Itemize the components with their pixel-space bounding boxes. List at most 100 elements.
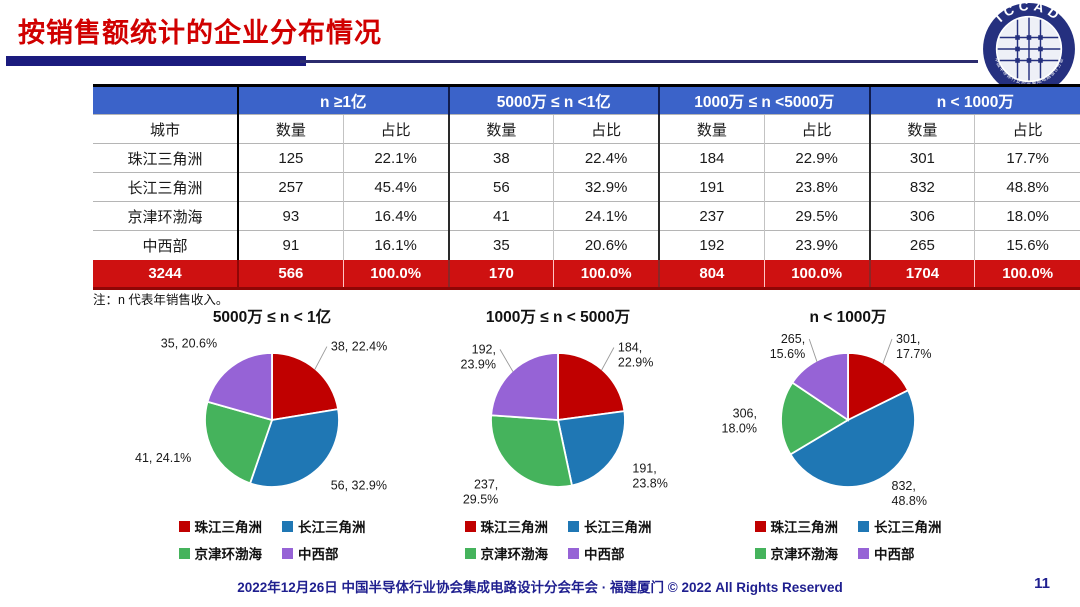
table-group-header-row: n ≥1亿 5000万 ≤ n <1亿 1000万 ≤ n <5000万 n <… [93,85,1080,115]
share-cell: 15.6% [974,230,1080,260]
total-count-cell: 170 [447,259,554,290]
label-leader-line [882,338,893,365]
sales-distribution-table: n ≥1亿 5000万 ≤ n <1亿 1000万 ≤ n <5000万 n <… [93,84,1080,290]
total-share-cell: 100.0% [342,259,449,290]
legend-swatch-icon [464,547,476,559]
title-divider-line [300,60,978,63]
count-cell: 301 [868,143,975,173]
pie-data-label: 38, 22.4% [331,340,387,354]
legend-item: 长江三角洲 [858,516,942,536]
pie-data-label: 832, 48.8% [892,479,927,508]
count-cell: 832 [868,172,975,202]
count-cell: 184 [657,143,765,173]
count-cell: 41 [447,201,554,231]
share-cell: 29.5% [763,201,870,231]
count-cell: 237 [657,201,765,231]
legend-item: 长江三角洲 [282,516,366,536]
label-leader-line [314,346,328,370]
legend-swatch-icon [754,547,766,559]
city-cell: 长江三角洲 [93,172,239,202]
share-cell: 22.1% [342,143,449,173]
pie-data-label: 56, 32.9% [331,479,387,493]
count-cell: 56 [447,172,554,202]
share-cell: 48.8% [974,172,1080,202]
legend-swatch-icon [178,547,190,559]
total-share-cell: 100.0% [974,259,1080,290]
total-city-cell: 3244 [93,259,239,290]
legend-swatch-icon [464,520,476,532]
footer-credit: 2022年12月26日 中国半导体行业协会集成电路设计分会年会 · 福建厦门 ©… [237,580,843,595]
legend-swatch-icon [858,547,869,559]
legend-label: 珠江三角洲 [770,520,839,535]
legend-item: 中西部 [568,543,625,563]
legend-item: 珠江三角洲 [754,516,839,536]
legend-label: 长江三角洲 [874,520,942,535]
pie-chart-title: 1000万 ≤ n < 5000万 [485,309,631,326]
page-title: 按销售额统计的企业分布情况 [18,18,382,48]
pie-chart: 38, 22.4% 56, 32.9% 41, 24.1% 35, 20.6% [135,336,387,493]
pie-data-label: 301, 17.7% [896,332,931,361]
count-cell: 93 [238,201,344,231]
legend-label: 京津环渤海 [770,547,839,562]
legend-label: 长江三角洲 [298,520,366,535]
city-cell: 中西部 [93,230,239,260]
group-header-2: 1000万 ≤ n <5000万 [658,85,870,115]
sub-header-count: 数量 [657,114,765,144]
legend-label: 珠江三角洲 [480,520,549,535]
pie-data-label: 306, 18.0% [722,407,757,436]
legend-swatch-icon [754,520,766,532]
sub-header-share: 占比 [974,114,1080,144]
table-row: 京津环渤海 93 16.4% 41 24.1% 237 29.5% 306 18.0% [93,201,1080,231]
pie-data-label: 237, 29.5% [463,478,498,507]
legend-item: 珠江三角洲 [464,516,549,536]
group-header-3: n < 1000万 [868,85,1080,115]
total-share-cell: 100.0% [553,259,659,290]
table-body: 珠江三角洲 125 22.1% 38 22.4% 184 22.9% 301 17.7% 长江三角… [93,143,1080,260]
table-total-row: 3244 566 100.0% 170 100.0% 804 100.0% 1704 100.0… [93,259,1080,290]
count-cell: 35 [447,230,554,260]
sub-header-count: 数量 [447,114,554,144]
group-header-empty [93,85,239,115]
count-cell: 38 [447,143,554,173]
share-cell: 18.0% [974,201,1080,231]
legend-label: 长江三角洲 [584,520,652,535]
sub-header-count: 数量 [868,114,975,144]
pie-data-label: 41, 24.1% [135,451,191,465]
legend-item: 珠江三角洲 [178,516,263,536]
table-row: 珠江三角洲 125 22.1% 38 22.4% 184 22.9% 301 17.7% [93,143,1080,173]
pie-slice [557,352,626,422]
pie-legend: 珠江三角洲 长江三角洲 京津环渤海 中西部 [122,516,422,563]
table-row: 中西部 91 16.1% 35 20.6% 192 23.9% 265 15.6% [93,230,1080,260]
pie-data-label: 192, 23.9% [461,342,496,371]
share-cell: 32.9% [553,172,659,202]
pie-chart: 184, 22.9% 191, 23.8% 237, 29.5% 192, 23.9% [461,341,668,507]
pie-chart-group-3: n < 1000万 301, 17.7% 832, 48.8% 306, 18.0% 265… [698,305,998,563]
city-cell: 珠江三角洲 [93,143,239,173]
legend-item: 京津环渤海 [464,543,548,563]
legend-swatch-icon [178,520,190,532]
title-divider-bar [6,56,306,66]
pie-slice [206,352,273,422]
legend-swatch-icon [282,547,293,559]
legend-label: 珠江三角洲 [194,520,263,535]
sub-header-share: 占比 [342,114,449,144]
label-leader-line [808,338,818,362]
share-cell: 16.1% [342,230,449,260]
total-count-cell: 1704 [868,259,975,290]
legend-swatch-icon [858,520,869,532]
pie-data-label: 265, 15.6% [770,332,805,361]
share-cell: 22.4% [553,143,659,173]
pie-chart-title: 5000万 ≤ n < 1亿 [212,309,332,326]
legend-item: 中西部 [858,543,915,563]
pie-slice [490,352,559,421]
share-cell: 23.9% [763,230,870,260]
legend-swatch-icon [568,520,579,532]
total-count-cell: 804 [657,259,765,290]
legend-item: 中西部 [282,543,339,563]
share-cell: 22.9% [763,143,870,173]
pie-slice [204,400,274,485]
count-cell: 192 [657,230,765,260]
city-column-header: 城市 [93,114,239,144]
pie-slice [490,414,574,488]
